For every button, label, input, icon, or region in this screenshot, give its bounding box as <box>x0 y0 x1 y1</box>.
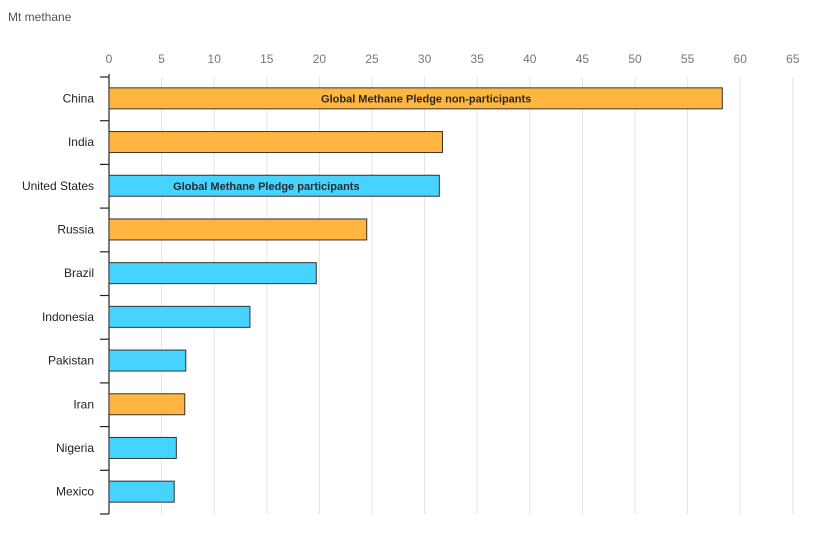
x-tick-label: 25 <box>365 52 379 66</box>
bar-united-states <box>108 174 440 197</box>
x-tick-label: 65 <box>786 52 800 66</box>
x-tick-label: 45 <box>576 52 590 66</box>
x-tick-label: 50 <box>628 52 642 66</box>
x-tick-label: 10 <box>208 52 222 66</box>
category-label: Iran <box>73 397 94 411</box>
category-label: Pakistan <box>48 354 94 368</box>
x-tick-label: 55 <box>681 52 695 66</box>
category-label: China <box>63 91 95 105</box>
legend-label: Global Methane Pledge non-participants <box>321 93 531 105</box>
legend-label: Global Methane Pledge participants <box>173 181 359 193</box>
x-tick-label: 40 <box>523 52 537 66</box>
bar-china <box>108 87 723 110</box>
x-tick-label: 5 <box>158 52 165 66</box>
x-tick-label: 60 <box>734 52 748 66</box>
category-label: United States <box>22 179 94 193</box>
bar-mexico <box>108 480 175 503</box>
category-label: Indonesia <box>42 310 94 324</box>
x-tick-label: 30 <box>418 52 432 66</box>
bar-brazil <box>108 262 317 285</box>
bar-russia <box>108 218 368 241</box>
x-tick-label: 15 <box>260 52 274 66</box>
bar-indonesia <box>108 305 251 328</box>
bar-india <box>108 131 443 154</box>
category-label: Russia <box>57 222 94 236</box>
x-tick-label: 20 <box>313 52 327 66</box>
category-label: India <box>68 135 94 149</box>
category-label: Brazil <box>64 266 94 280</box>
bar-iran <box>108 393 186 416</box>
bar-pakistan <box>108 349 187 372</box>
unit-label: Mt methane <box>8 10 72 24</box>
x-tick-label: 35 <box>471 52 485 66</box>
category-label: Nigeria <box>56 441 94 455</box>
x-tick-label: 0 <box>106 52 113 66</box>
bar-nigeria <box>108 436 177 459</box>
category-label: Mexico <box>56 485 94 499</box>
